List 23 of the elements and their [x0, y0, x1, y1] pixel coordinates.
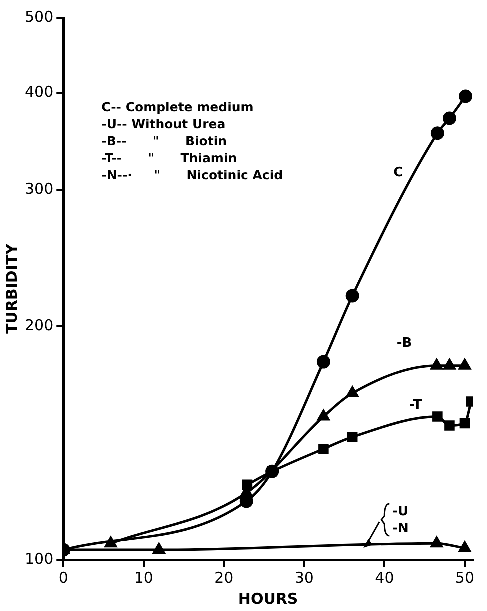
series-label: -B [396, 336, 412, 352]
annotation: -N--· " Nicotinic Acid [102, 167, 284, 182]
annotation: -B-- " Biotin [102, 133, 228, 148]
annotation: -U-- Without Urea [102, 116, 226, 132]
annotation: -T-- " Thiamin [102, 150, 238, 166]
annotation: C-- Complete medium [102, 99, 254, 114]
annotation: -N [392, 521, 409, 536]
x-tick-label: 20 [214, 568, 234, 587]
x-axis-title: HOURS [238, 590, 298, 608]
y-tick-label: 100 [24, 550, 54, 568]
x-tick-label: 0 [58, 568, 68, 587]
x-tick-label: 50 [455, 568, 475, 587]
annotation: -U [392, 504, 409, 520]
series-label: -T [410, 398, 422, 414]
x-tick-label: 10 [134, 568, 154, 587]
y-tick-label: 500 [24, 8, 54, 26]
x-tick-label: 30 [294, 568, 314, 587]
x-tick-label: 40 [375, 568, 394, 587]
y-tick-label: 400 [24, 83, 54, 102]
y-tick-label: 200 [24, 316, 54, 334]
y-tick-label: 300 [24, 180, 54, 198]
y-axis-title: TURBIDITY [2, 242, 21, 334]
series-label: C [394, 166, 404, 181]
